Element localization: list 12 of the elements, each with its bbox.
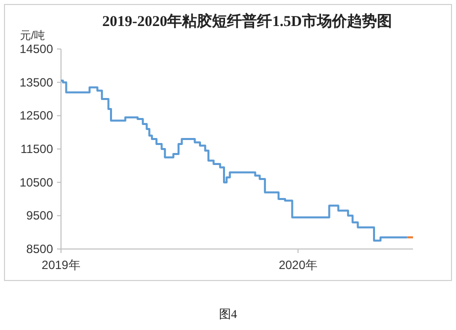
y-tick-label: 8500 xyxy=(26,242,54,256)
y-tick-label: 9500 xyxy=(26,208,54,223)
y-tick-label: 12500 xyxy=(20,108,54,123)
chart-title: 2019-2020年粘胶短纤普纤1.5D市场价趋势图 xyxy=(102,12,392,30)
x-tick-label: 2020年 xyxy=(278,258,318,272)
y-tick-label: 14500 xyxy=(20,42,54,56)
y-tick-label: 11500 xyxy=(20,142,54,156)
x-tick-label: 2019年 xyxy=(42,258,80,272)
y-axis-title: 元/吨 xyxy=(20,29,46,42)
y-tick-label: 13500 xyxy=(20,75,54,90)
caption: 图4 xyxy=(219,307,237,321)
y-tick-label: 10500 xyxy=(20,175,54,190)
